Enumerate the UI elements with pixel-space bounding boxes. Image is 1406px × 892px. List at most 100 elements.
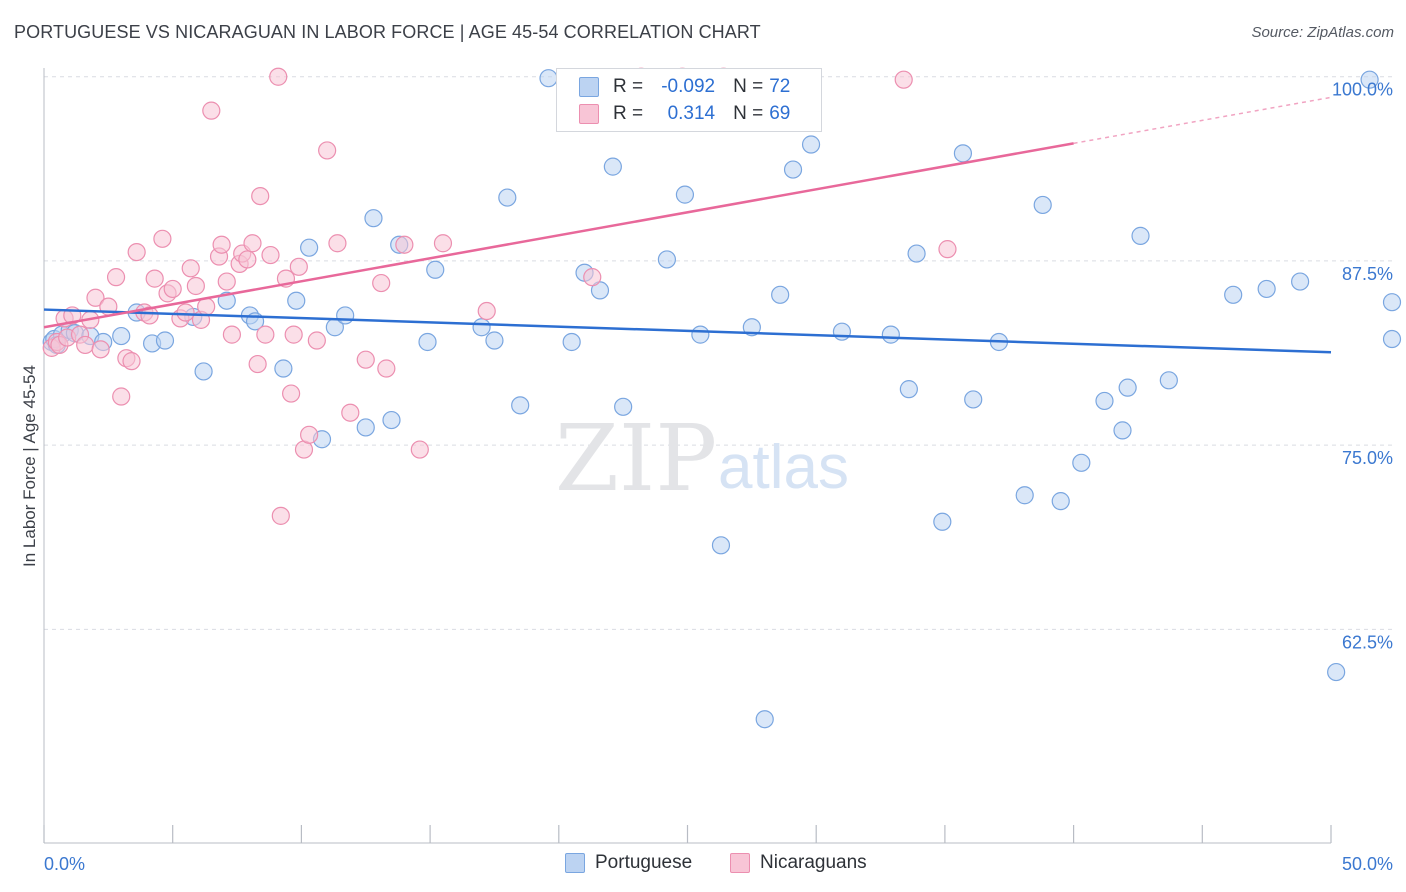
nicaraguan-legend-label: Nicaraguans — [760, 852, 867, 873]
nicaraguan-point — [112, 387, 131, 406]
portuguese-point — [1113, 421, 1132, 440]
portuguese-trend-line — [43, 308, 1332, 354]
portuguese-point — [364, 209, 383, 228]
portuguese-point — [418, 332, 437, 352]
nicaraguan-point — [583, 268, 602, 287]
nicaraguan-point — [212, 235, 231, 254]
portuguese-point — [691, 325, 710, 344]
portuguese-point — [498, 188, 517, 207]
portuguese-point — [711, 536, 731, 555]
nicaraguan-point — [894, 70, 913, 89]
nicaraguan-point — [433, 234, 453, 253]
nicaraguan-point — [76, 335, 95, 355]
tick-labels: 100.0% 87.5% 75.0% 62.5% 0.0% 50.0% — [44, 80, 1393, 874]
nicaraguan-r-value: 0.314 — [667, 103, 716, 124]
portuguese-point — [1327, 662, 1346, 682]
nicaraguan-points — [42, 67, 957, 525]
nicaraguan-point — [289, 257, 308, 276]
portuguese-point — [742, 318, 761, 337]
nicaraguan-point — [356, 350, 375, 369]
portuguese-point — [832, 322, 852, 341]
nicaraguan-point — [163, 279, 182, 299]
portuguese-point — [771, 285, 790, 304]
nicaraguan-point — [410, 440, 429, 459]
correlation-legend: R = -0.092 N = 72 R = 0.314 N = 69 — [556, 68, 822, 132]
nicaraguan-n-value: 69 — [769, 103, 791, 124]
series-legend: Portuguese Nicaraguans — [0, 852, 1406, 878]
portuguese-point — [1095, 391, 1114, 411]
watermark-zip: ZIP — [555, 405, 717, 512]
legend-row-portuguese: R = -0.092 N = 72 — [579, 74, 790, 100]
nicaraguan-point — [106, 268, 126, 287]
portuguese-point — [1131, 226, 1150, 245]
nicaraguan-point — [261, 245, 280, 265]
portuguese-point — [1118, 378, 1137, 397]
nicaraguan-point — [140, 306, 159, 325]
nicaraguan-point — [477, 301, 496, 321]
nicaraguan-point — [282, 384, 301, 403]
portuguese-point — [356, 418, 375, 437]
portuguese-point — [933, 512, 952, 531]
x-tick-label-right: 50.0% — [1342, 854, 1393, 874]
portuguese-point — [1015, 486, 1034, 505]
y-tick-label: 87.5% — [1342, 264, 1393, 284]
portuguese-point — [336, 306, 355, 325]
nicaraguan-point — [238, 250, 257, 269]
portuguese-point — [1051, 492, 1070, 511]
legend-row-nicaraguans: R = 0.314 N = 69 — [579, 101, 790, 127]
nicaraguan-point — [248, 354, 267, 374]
portuguese-point — [755, 710, 774, 729]
nicaraguan-point — [318, 141, 337, 160]
r-label: R = — [613, 76, 644, 97]
nicaraguan-point — [271, 506, 290, 525]
portuguese-point — [953, 144, 973, 163]
trend-lines — [43, 96, 1332, 354]
r-label: R = — [613, 103, 644, 124]
nicaraguan-point — [86, 288, 105, 307]
portuguese-point — [155, 331, 175, 350]
portuguese-point — [112, 326, 131, 346]
nicaraguan-point — [176, 303, 195, 322]
nicaraguan-legend-swatch — [730, 853, 750, 873]
nicaraguan-point — [938, 240, 957, 259]
nicaraguan-swatch — [579, 104, 599, 124]
nicaraguan-point — [186, 276, 205, 296]
nicaraguan-point — [251, 186, 270, 206]
portuguese-point — [562, 332, 581, 352]
portuguese-r-value: -0.092 — [661, 76, 716, 97]
legend-item-nicaraguans[interactable]: Nicaraguans — [730, 852, 867, 874]
portuguese-point — [194, 362, 213, 381]
nicaraguan-point — [217, 272, 236, 291]
portuguese-point — [1072, 453, 1091, 472]
portuguese-point — [783, 160, 803, 179]
portuguese-point — [964, 390, 983, 409]
n-label: N = — [733, 103, 764, 124]
portuguese-point — [1291, 272, 1310, 291]
nicaraguan-point — [377, 359, 396, 378]
nicaraguan-trend-line-extension — [1073, 96, 1332, 145]
nicaraguan-trend-line — [43, 142, 1074, 329]
portuguese-point — [1159, 371, 1178, 390]
portuguese-point — [382, 410, 401, 430]
portuguese-point — [675, 185, 695, 204]
legend-item-portuguese[interactable]: Portuguese — [565, 852, 692, 874]
y-tick-label: 75.0% — [1342, 448, 1393, 468]
nicaraguan-point — [122, 352, 141, 371]
x-tick-label-left: 0.0% — [44, 854, 85, 874]
portuguese-point — [511, 396, 530, 415]
portuguese-legend-swatch — [565, 853, 585, 873]
nicaraguan-point — [197, 297, 216, 316]
nicaraguan-point — [341, 403, 360, 422]
portuguese-point — [485, 331, 504, 350]
y-tick-label: 100.0% — [1332, 80, 1393, 100]
portuguese-point — [899, 380, 918, 399]
nicaraguan-point — [300, 425, 319, 444]
chart-title: PORTUGUESE VS NICARAGUAN IN LABOR FORCE … — [14, 22, 761, 42]
watermark-atlas: atlas — [718, 433, 849, 502]
portuguese-point — [614, 397, 633, 416]
source-label: Source: ZipAtlas.com — [1251, 24, 1394, 41]
nicaraguan-point — [328, 234, 347, 253]
y-tick-label: 62.5% — [1342, 632, 1393, 652]
portuguese-point — [274, 359, 293, 378]
